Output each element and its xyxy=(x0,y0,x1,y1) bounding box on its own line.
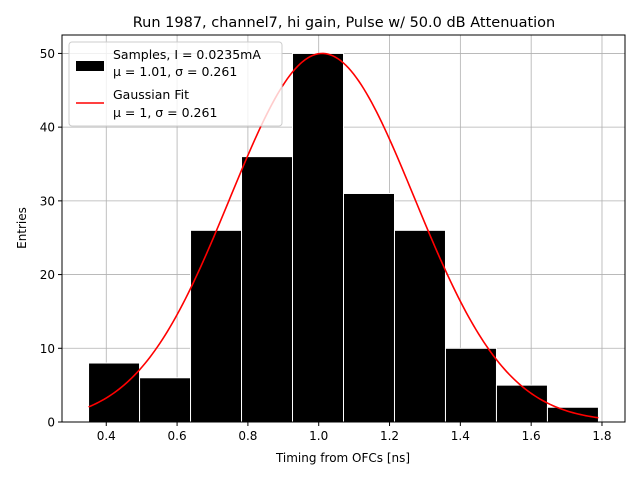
legend-fit-stats: μ = 1, σ = 0.261 xyxy=(113,105,217,120)
histogram-bar xyxy=(343,192,395,423)
legend: Samples, I = 0.0235mA μ = 1.01, σ = 0.26… xyxy=(68,41,283,127)
chart-title: Run 1987, channel7, hi gain, Pulse w/ 50… xyxy=(133,15,556,31)
y-tick-label: 40 xyxy=(40,121,55,135)
bars xyxy=(88,52,599,423)
y-tick-label: 20 xyxy=(40,268,55,282)
y-tick-label: 50 xyxy=(40,47,55,61)
histogram-bar xyxy=(393,229,446,423)
x-tick-label: 1.4 xyxy=(451,429,470,443)
histogram-bar xyxy=(444,347,497,423)
x-axis-label: Timing from OFCs [ns] xyxy=(275,451,410,465)
gaussian-fit-line xyxy=(88,52,599,419)
y-axis-label: Entries xyxy=(15,207,29,249)
legend-samples-swatch xyxy=(76,61,104,71)
y-tick-label: 30 xyxy=(40,194,55,208)
histogram-bar xyxy=(190,229,243,423)
x-tick-label: 1.8 xyxy=(592,429,611,443)
legend-samples-stats: μ = 1.01, σ = 0.261 xyxy=(113,64,237,79)
legend-fit-label: Gaussian Fit xyxy=(113,87,189,102)
legend-box xyxy=(68,41,283,127)
x-tick-label: 1.0 xyxy=(309,429,328,443)
y-axis: 0 10 20 30 40 50 xyxy=(40,47,62,430)
x-tick-label: 0.8 xyxy=(238,429,257,443)
histogram-bar xyxy=(139,377,192,423)
y-tick-label: 0 xyxy=(47,416,55,430)
histogram-bar xyxy=(292,52,344,423)
y-tick-label: 10 xyxy=(40,342,55,356)
x-axis: 0.4 0.6 0.8 1.0 1.2 1.4 1.6 1.8 xyxy=(97,422,612,443)
histogram-bar xyxy=(241,156,294,423)
x-tick-label: 0.6 xyxy=(168,429,187,443)
histogram-bar xyxy=(495,384,548,423)
x-tick-label: 1.2 xyxy=(380,429,399,443)
x-tick-label: 0.4 xyxy=(97,429,116,443)
legend-samples-label: Samples, I = 0.0235mA xyxy=(113,47,261,62)
histogram-bar xyxy=(546,406,599,423)
x-tick-label: 1.6 xyxy=(522,429,541,443)
plot-frame xyxy=(61,34,626,423)
